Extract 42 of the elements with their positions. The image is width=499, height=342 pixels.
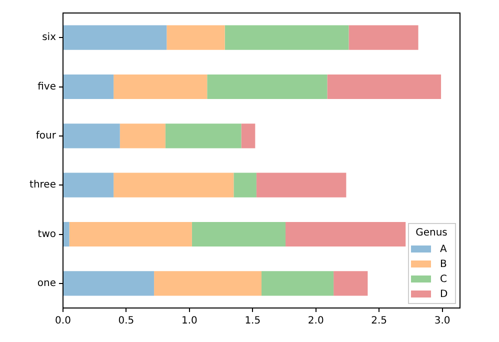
- y-tick-label: two: [38, 228, 56, 240]
- legend-label: A: [440, 244, 447, 256]
- bar: [165, 124, 242, 148]
- legend-label: D: [440, 289, 448, 300]
- bar: [334, 271, 368, 296]
- bar: [120, 124, 166, 148]
- x-tick-label: 3.0: [434, 316, 450, 327]
- bar: [224, 25, 349, 50]
- bar: [327, 74, 442, 100]
- x-tick-label: 2.5: [371, 316, 388, 327]
- bar: [262, 271, 334, 296]
- bar: [154, 271, 262, 296]
- bar: [114, 74, 208, 100]
- y-tick-label: five: [38, 81, 56, 92]
- bar: [256, 172, 346, 198]
- bar: [348, 25, 418, 50]
- bar: [286, 222, 406, 247]
- bar: [64, 271, 154, 296]
- bar: [64, 25, 167, 50]
- bar: [64, 74, 114, 100]
- bar: [207, 74, 328, 100]
- bar: [166, 25, 225, 50]
- bar: [114, 172, 234, 198]
- x-tick-label: 1.5: [244, 316, 261, 327]
- y-tick-label: one: [37, 278, 56, 290]
- bar: [234, 172, 256, 198]
- bar: [64, 124, 120, 148]
- legend-title: Genus: [416, 228, 448, 239]
- legend-label: B: [440, 259, 447, 270]
- y-tick-label: six: [42, 32, 56, 44]
- x-tick-label: 0.5: [118, 316, 134, 327]
- bar: [241, 124, 256, 148]
- y-tick-label: three: [30, 180, 56, 191]
- y-tick-label: four: [36, 130, 57, 142]
- bar: [64, 172, 114, 198]
- bar: [64, 222, 70, 247]
- bar: [69, 222, 192, 247]
- x-tick-label: 2.0: [308, 316, 324, 327]
- x-tick-label: 0.0: [55, 316, 71, 327]
- legend-label: C: [440, 274, 447, 286]
- bar: [192, 222, 286, 247]
- x-tick-label: 1.0: [181, 316, 198, 327]
